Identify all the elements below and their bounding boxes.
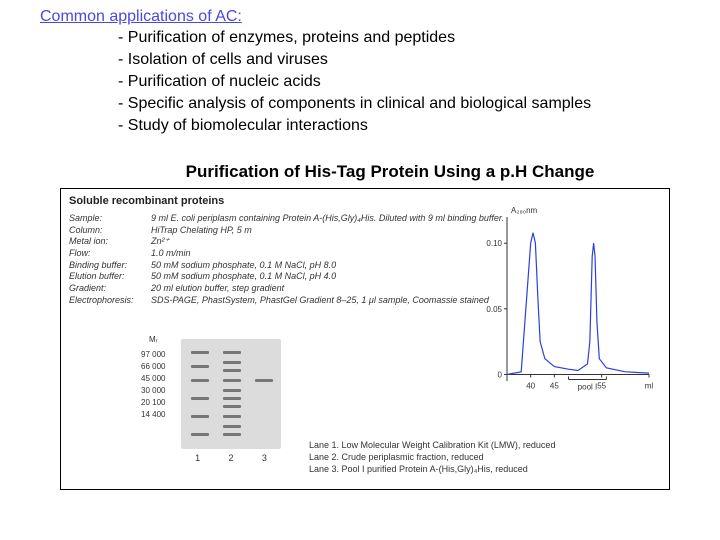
svg-text:A₂₈₀nm: A₂₈₀nm (511, 206, 538, 215)
param-row: Elution buffer:50 mM sodium phosphate, 0… (69, 271, 504, 283)
gel-image (181, 339, 281, 449)
gel-band (223, 425, 241, 428)
bullet-item: - Isolation of cells and viruses (118, 50, 700, 70)
lane-numbers: 1 2 3 (181, 453, 281, 463)
param-row: Binding buffer:50 mM sodium phosphate, 0… (69, 260, 504, 272)
lane-legend-line: Lane 3. Pool I purified Protein A-(His,G… (309, 463, 555, 475)
param-row: Flow:1.0 m/min (69, 248, 504, 260)
svg-text:45: 45 (550, 381, 559, 390)
param-row: Column:HiTrap Chelating HP, 5 m (69, 225, 504, 237)
mw-label: 45 000 (141, 373, 165, 385)
gel-band (223, 405, 241, 408)
gel-band (223, 351, 241, 354)
bullet-item: - Study of biomolecular interactions (118, 116, 700, 136)
gel-band (223, 389, 241, 392)
gel-band (191, 397, 209, 400)
gel-band (223, 397, 241, 400)
bullet-item: - Purification of nucleic acids (118, 72, 700, 92)
chromatogram: A₂₈₀nm 0 0.05 0.10 40 45 55 ml pool I (472, 199, 657, 409)
gel-band (191, 351, 209, 354)
lane-legend-line: Lane 2. Crude periplasmic fraction, redu… (309, 451, 555, 463)
svg-text:0: 0 (498, 370, 503, 379)
figure-box: Soluble recombinant proteins Sample:9 ml… (60, 188, 670, 490)
gel-band (191, 415, 209, 418)
bullet-item: - Specific analysis of components in cli… (118, 94, 700, 114)
param-row: Sample:9 ml E. coli periplasm containing… (69, 213, 504, 225)
svg-text:55: 55 (597, 381, 606, 390)
gel-image-region: Mᵣ 97 00066 00045 00030 00020 10014 400 … (141, 339, 291, 469)
gel-band (223, 361, 241, 364)
gel-band (223, 369, 241, 372)
mw-label: 97 000 (141, 349, 165, 361)
mw-header: Mᵣ (149, 335, 158, 344)
bullet-list: - Purification of enzymes, proteins and … (118, 28, 700, 136)
svg-text:pool I: pool I (578, 382, 598, 391)
mw-label: 14 400 (141, 409, 165, 421)
gel-band (223, 433, 241, 436)
gel-band (191, 433, 209, 436)
gel-band (223, 379, 241, 382)
lane-legend: Lane 1. Low Molecular Weight Calibration… (309, 439, 555, 475)
svg-text:ml: ml (645, 381, 654, 390)
figure-subheading: Purification of His-Tag Protein Using a … (40, 162, 700, 182)
gel-band (191, 379, 209, 382)
svg-text:0.05: 0.05 (486, 305, 502, 314)
mw-label: 30 000 (141, 385, 165, 397)
section-title: Common applications of AC: (40, 8, 700, 26)
gel-band (255, 379, 273, 382)
gel-band (191, 365, 209, 368)
param-row: Metal ion:Zn²⁺ (69, 236, 504, 248)
mw-label: 66 000 (141, 361, 165, 373)
svg-text:40: 40 (526, 381, 535, 390)
gel-band (223, 415, 241, 418)
lane-legend-line: Lane 1. Low Molecular Weight Calibration… (309, 439, 555, 451)
mw-label: 20 100 (141, 397, 165, 409)
slide-page: Common applications of AC: - Purificatio… (0, 0, 720, 540)
bullet-item: - Purification of enzymes, proteins and … (118, 28, 700, 48)
parameter-table: Sample:9 ml E. coli periplasm containing… (69, 213, 504, 307)
mw-labels: 97 00066 00045 00030 00020 10014 400 (141, 349, 165, 421)
param-row: Gradient:20 ml elution buffer, step grad… (69, 283, 504, 295)
figure-box-title: Soluble recombinant proteins (69, 195, 224, 207)
svg-text:0.10: 0.10 (486, 239, 502, 248)
param-row: Electrophoresis:SDS-PAGE, PhastSystem, P… (69, 295, 504, 307)
